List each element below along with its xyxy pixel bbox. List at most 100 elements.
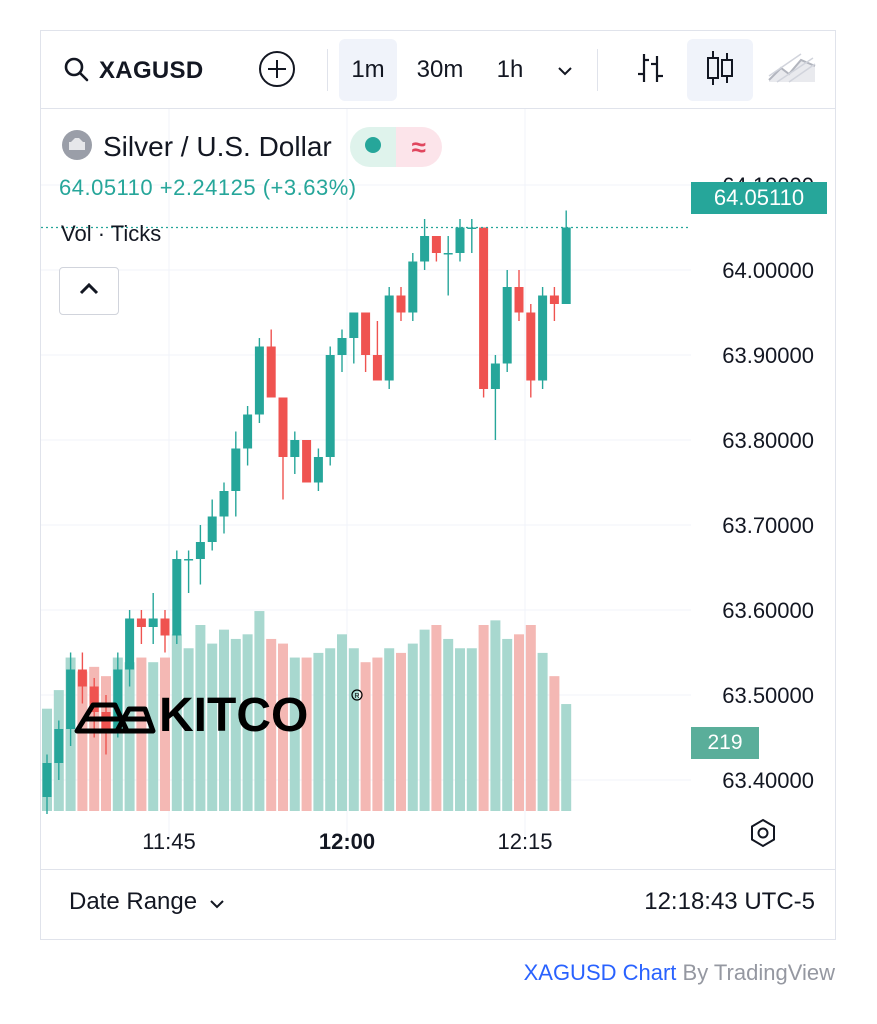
candle-body <box>89 686 99 712</box>
candle-body <box>113 669 123 729</box>
toolbar-divider <box>597 49 598 91</box>
interval-30m-button[interactable]: 30m <box>416 56 464 83</box>
volume-bar <box>230 638 241 811</box>
volume-bar <box>455 648 465 811</box>
volume-bar <box>278 643 288 811</box>
candle-body <box>384 295 394 381</box>
plus-circle-icon <box>258 50 296 93</box>
volume-bar <box>443 638 454 811</box>
candles-icon <box>704 48 736 93</box>
candle-body <box>549 295 559 304</box>
hexagon-icon <box>751 818 775 848</box>
chevron-down-icon <box>556 56 574 84</box>
candle-body <box>372 355 382 381</box>
market-status-pill[interactable]: ≈ <box>349 127 442 167</box>
clock-timezone[interactable]: 12:18:43 UTC-5 <box>644 888 815 915</box>
volume-bar <box>372 657 383 811</box>
svg-text:R: R <box>355 693 360 700</box>
volume-bar <box>89 666 100 811</box>
volume-bar <box>195 625 206 811</box>
candle-body <box>431 236 441 253</box>
volume-bar <box>148 662 159 811</box>
chart-footer: Date Range 12:18:43 UTC-5 <box>41 869 835 939</box>
volume-bar <box>514 634 524 811</box>
volume-bar <box>242 634 253 811</box>
symbol-search-button[interactable]: XAGUSD <box>63 51 203 91</box>
candle-body <box>420 236 430 262</box>
interval-1h-button[interactable]: 1h <box>496 56 524 83</box>
volume-bar <box>348 648 359 811</box>
candles-chart-type-button[interactable] <box>687 39 753 101</box>
candle-body <box>66 669 76 729</box>
volume-bar <box>466 648 477 811</box>
approx-icon: ≈ <box>411 131 426 162</box>
candle-body <box>349 312 359 338</box>
candle-body <box>231 448 241 491</box>
time-axis-label: 11:45 <box>142 829 195 854</box>
candle-body <box>408 261 418 313</box>
attribution-by: By TradingView <box>676 960 835 985</box>
compare-symbol-button[interactable] <box>257 50 297 93</box>
candle-body <box>455 227 465 253</box>
volume-bar <box>325 648 336 811</box>
volume-bar <box>301 657 312 811</box>
candle-body <box>526 312 536 381</box>
volume-bar <box>478 625 489 811</box>
candle-body <box>54 729 64 763</box>
gear-center-icon <box>757 827 769 839</box>
chart-legend: Silver / U.S. Dollar ≈ <box>61 127 442 167</box>
toolbar-divider <box>327 49 328 91</box>
chart-widget: XAGUSD 1m 30m 1h <box>40 30 836 940</box>
volume-bar <box>160 657 170 811</box>
interval-dropdown-button[interactable] <box>543 39 587 101</box>
candle-body <box>184 559 194 561</box>
candle-body <box>254 346 264 415</box>
volume-bar <box>77 671 88 811</box>
area-chart-type-button[interactable] <box>759 39 825 101</box>
volume-bar <box>431 625 442 811</box>
volume-bar <box>171 634 182 811</box>
date-range-dropdown[interactable]: Date Range <box>69 888 225 916</box>
volume-bar <box>207 643 218 811</box>
search-icon <box>63 56 89 87</box>
candle-body <box>479 227 489 389</box>
candle-body <box>195 542 205 559</box>
volume-bar <box>337 634 347 811</box>
volume-bar <box>266 638 277 811</box>
volume-bar <box>561 704 572 811</box>
axis-settings-icon[interactable] <box>751 818 775 848</box>
candle-body <box>219 491 229 517</box>
candle-body <box>42 763 52 797</box>
bars-icon <box>635 50 665 91</box>
volume-bar <box>219 629 229 811</box>
price-axis-label: 63.80000 <box>722 428 814 453</box>
symbol-name: XAGUSD <box>99 57 204 84</box>
volume-bar <box>549 676 560 811</box>
candle-body <box>561 227 571 304</box>
candle-body <box>172 559 182 636</box>
candle-body <box>160 618 170 636</box>
candle-body <box>313 457 323 483</box>
kitco-wordmark: KITCO <box>159 689 308 741</box>
chart-link[interactable]: XAGUSD Chart <box>523 960 677 985</box>
interval-1m-button[interactable]: 1m <box>339 39 397 101</box>
candle-body <box>136 618 146 627</box>
symbol-logo-icon <box>61 129 93 166</box>
area-chart-icon <box>767 50 817 91</box>
candle-body <box>337 338 347 355</box>
candle-body <box>207 516 217 542</box>
chart-toolbar: XAGUSD 1m 30m 1h <box>41 31 835 109</box>
candle-body <box>443 253 453 255</box>
candle-body <box>325 355 335 457</box>
candle-body <box>148 618 158 627</box>
volume-badge: 219 <box>691 727 759 759</box>
candle-body <box>396 295 406 313</box>
volume-bar <box>313 652 324 811</box>
volume-bar <box>490 620 501 811</box>
bars-chart-type-button[interactable] <box>617 39 683 101</box>
chevron-down-icon <box>209 888 225 916</box>
volume-legend-label: Vol · Ticks <box>61 221 162 246</box>
chart-canvas[interactable]: 64.1000064.0000063.9000063.8000063.70000… <box>41 109 835 869</box>
volume-bar <box>419 629 430 811</box>
legend-collapse-button[interactable] <box>59 267 119 315</box>
